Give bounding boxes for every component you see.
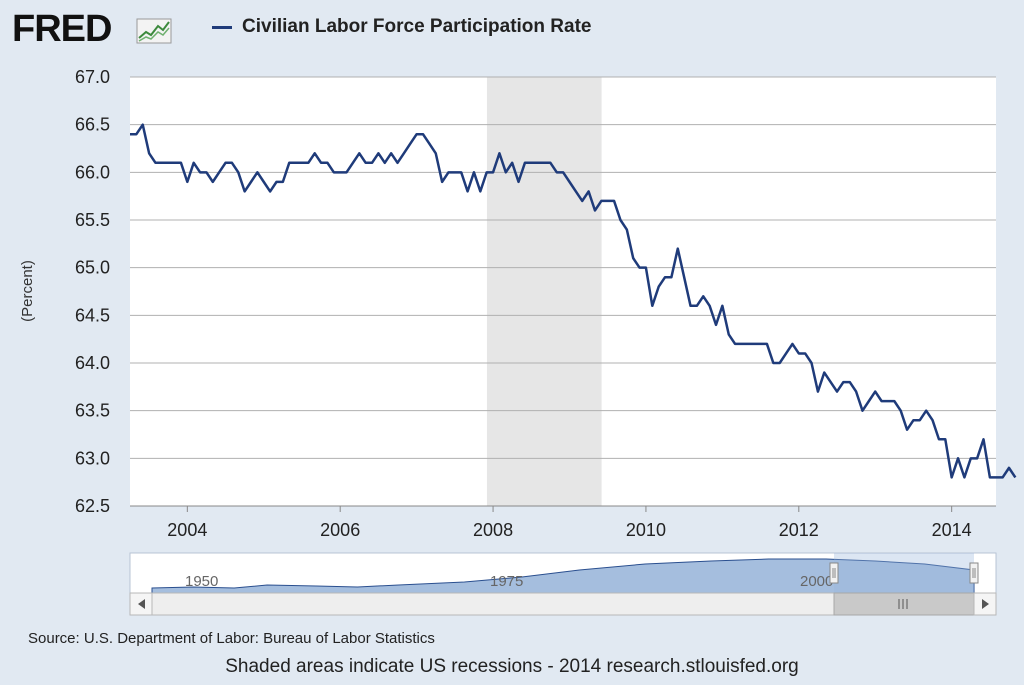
scrollbar-thumb[interactable] bbox=[833, 592, 975, 616]
navigator-label-2000: 2000 bbox=[800, 573, 833, 590]
fred-logo-graph-icon bbox=[136, 18, 172, 44]
fred-logo[interactable]: FRED bbox=[12, 8, 112, 50]
x-tick-label: 2004 bbox=[167, 520, 207, 540]
y-tick-label: 63.5 bbox=[75, 401, 110, 421]
grip-icon bbox=[898, 599, 908, 609]
x-tick-label: 2006 bbox=[320, 520, 360, 540]
navigator-selected-range[interactable] bbox=[834, 553, 974, 593]
x-tick-label: 2010 bbox=[626, 520, 666, 540]
legend-label: Civilian Labor Force Participation Rate bbox=[242, 16, 592, 37]
navigator-handle-left[interactable] bbox=[829, 562, 839, 584]
navigator-handle-right[interactable] bbox=[969, 562, 979, 584]
scroll-left-button[interactable] bbox=[129, 592, 153, 616]
navigator-label-1950: 1950 bbox=[185, 573, 218, 590]
y-tick-label: 62.5 bbox=[75, 496, 110, 516]
recession-footer-note[interactable]: Shaded areas indicate US recessions - 20… bbox=[225, 656, 799, 677]
arrow-right-icon bbox=[982, 599, 989, 609]
y-tick-label: 67.0 bbox=[75, 67, 110, 87]
navigator-label-1975: 1975 bbox=[490, 573, 523, 590]
y-tick-label: 65.5 bbox=[75, 210, 110, 230]
arrow-left-icon bbox=[138, 599, 145, 609]
y-tick-label: 66.5 bbox=[75, 115, 110, 135]
x-tick-label: 2012 bbox=[779, 520, 819, 540]
y-tick-label: 66.0 bbox=[75, 162, 110, 182]
y-tick-label: 64.0 bbox=[75, 353, 110, 373]
line-chart: 62.5 63.0 63.5 64.0 64.5 65.0 65.5 66.0 66.5 67.0… bbox=[19, 67, 1017, 616]
navigator-scrollbar[interactable] bbox=[129, 592, 997, 616]
scroll-right-button[interactable] bbox=[973, 592, 997, 616]
y-axis-label: (Percent) bbox=[19, 260, 36, 322]
source-note: Source: U.S. Department of Labor: Bureau… bbox=[28, 630, 435, 647]
legend-swatch bbox=[212, 25, 232, 29]
navigator-series-area bbox=[151, 558, 975, 594]
y-tick-label: 64.5 bbox=[75, 305, 110, 325]
recession-shading bbox=[486, 77, 602, 506]
y-tick-label: 63.0 bbox=[75, 448, 110, 468]
series-line-participation-rate[interactable] bbox=[130, 123, 1017, 479]
x-tick-label: 2014 bbox=[932, 520, 972, 540]
x-tick-label: 2008 bbox=[473, 520, 513, 540]
navigator[interactable]: 1950 1975 2000 bbox=[129, 552, 997, 594]
chart-legend[interactable]: Civilian Labor Force Participation Rate bbox=[212, 16, 591, 38]
y-tick-label: 65.0 bbox=[75, 258, 110, 278]
